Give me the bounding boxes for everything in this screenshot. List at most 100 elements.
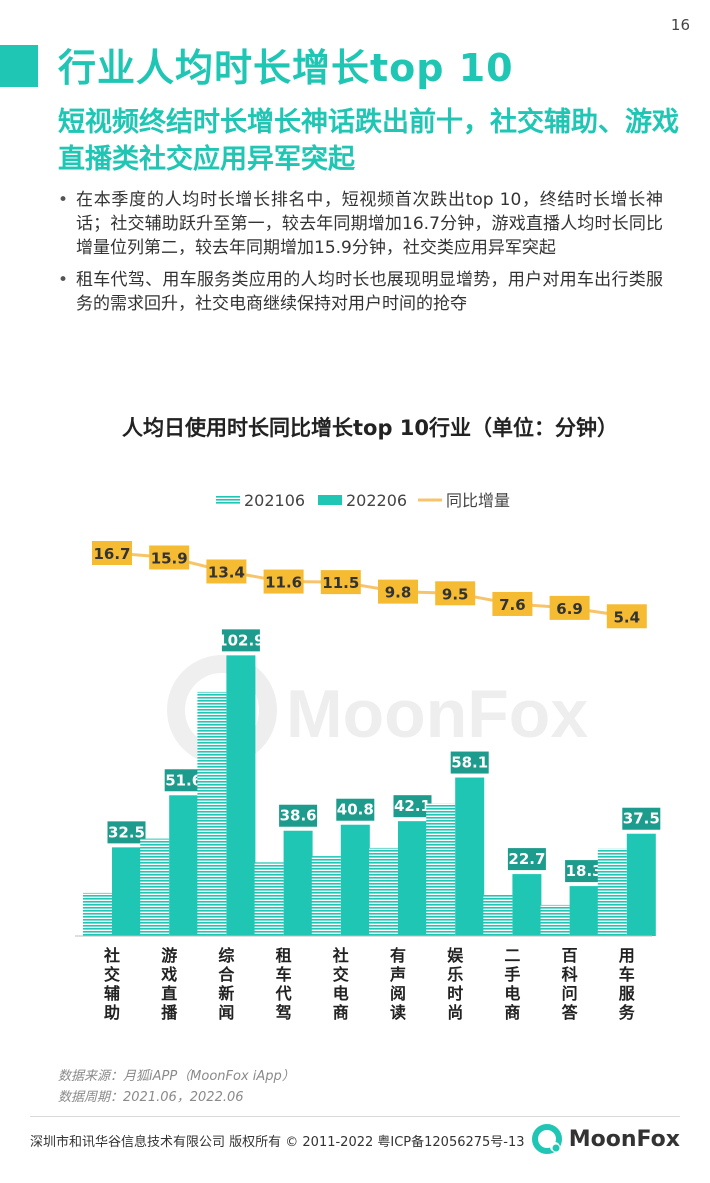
bar-value-label: 102.9 <box>217 631 264 649</box>
legend-label: 202106 <box>244 491 305 510</box>
line-value-box <box>149 545 190 570</box>
x-tick-char: 交 <box>104 965 120 984</box>
period-line: 数据周期：2021.06，2022.06 <box>58 1090 244 1105</box>
x-tick-char: 助 <box>104 1003 120 1022</box>
data-source: 数据来源：月狐iAPP（MoonFox iApp） 数据周期：2021.06，2… <box>58 1066 295 1108</box>
line-yoy-increase <box>111 551 628 618</box>
bar-value-label: 32.5 <box>108 823 145 841</box>
bar-202106 <box>140 838 170 936</box>
x-tick-char: 直 <box>161 984 177 1003</box>
bar-chart: MoonFox 人均日使用时长同比增长top 10行业（单位：分钟） 20210… <box>75 416 661 1022</box>
x-tick-char: 综 <box>218 946 234 965</box>
x-tick-char: 驾 <box>275 1003 292 1022</box>
x-tick-char: 播 <box>161 1003 178 1022</box>
bar-value-label: 37.5 <box>623 810 660 828</box>
line-layer: 16.7 15.9 13.4 11.6 11.5 9.8 9.5 7.6 6.9 5.4 <box>92 541 647 629</box>
bar-202206 <box>455 777 485 936</box>
line-value-box <box>435 581 476 606</box>
x-tick-char: 商 <box>504 1003 520 1022</box>
x-tick-char: 电 <box>333 984 349 1003</box>
x-tick-char: 乐 <box>447 965 463 984</box>
bar-value-box <box>279 804 318 827</box>
line-value-box <box>492 591 533 616</box>
x-tick-char: 合 <box>218 965 235 984</box>
bullet-list: 在本季度的人均时长增长排名中，短视频首次跌出top 10，终结时长增长神话；社交… <box>58 188 663 324</box>
bar-value-box <box>164 769 203 792</box>
x-tick-label: 游戏直播 <box>160 946 178 1022</box>
bar-value-box <box>507 848 546 871</box>
bar-value-box <box>622 807 661 830</box>
bar-value-label: 22.7 <box>508 850 545 868</box>
title-accent-block <box>0 45 38 87</box>
legend-swatch-1 <box>318 495 342 505</box>
x-tick-char: 游 <box>161 946 177 965</box>
bar-value-box <box>221 629 260 652</box>
x-tick-label: 娱乐时尚 <box>447 946 464 1022</box>
x-tick-label: 社交电商 <box>332 946 349 1022</box>
footer-divider <box>30 1116 680 1117</box>
bullet-item: 在本季度的人均时长增长排名中，短视频首次跌出top 10，终结时长增长神话；社交… <box>58 188 663 260</box>
bar-202206 <box>112 847 141 936</box>
x-tick-label: 租车代驾 <box>275 946 292 1022</box>
x-tick-char: 用 <box>619 946 635 965</box>
x-tick-char: 社 <box>332 946 349 965</box>
bar-value-box <box>565 860 604 883</box>
line-value-box <box>206 559 247 584</box>
moonfox-logo-icon <box>531 1124 562 1154</box>
bar-value-label: 58.1 <box>451 754 488 772</box>
x-tick-char: 闻 <box>218 1003 234 1022</box>
bar-202106 <box>597 848 627 936</box>
x-tick-char: 新 <box>218 984 234 1003</box>
x-tick-char: 社 <box>103 946 120 965</box>
bar-value-label: 40.8 <box>337 801 374 819</box>
bar-202206 <box>226 655 256 936</box>
bar-202106 <box>426 803 456 936</box>
x-tick-char: 戏 <box>160 965 177 984</box>
bar-value-label: 42.1 <box>394 797 431 815</box>
x-tick-char: 声 <box>389 965 406 984</box>
bar-202106 <box>369 847 398 936</box>
line-value-label: 6.9 <box>556 600 583 618</box>
footer-logo: MoonFox <box>531 1121 680 1157</box>
x-tick-char: 车 <box>619 965 635 984</box>
x-tick-char: 服 <box>619 984 636 1003</box>
x-tick-char: 尚 <box>447 1003 463 1022</box>
footer-copyright: 深圳市和讯华谷信息技术有限公司 版权所有 © 2011-2022 粤ICP备12… <box>30 1135 525 1150</box>
bar-value-box <box>336 798 375 821</box>
x-tick-char: 租 <box>276 946 292 965</box>
bar-value-label: 18.3 <box>566 862 603 880</box>
x-tick-char: 科 <box>562 965 578 984</box>
line-value-label: 16.7 <box>93 545 130 563</box>
bar-202106 <box>83 892 112 936</box>
bar-202206 <box>512 874 542 936</box>
x-tick-char: 有 <box>390 946 406 965</box>
bar-202206 <box>340 824 370 936</box>
x-tick-char: 时 <box>447 984 463 1003</box>
x-tick-char: 百 <box>562 946 578 965</box>
x-tick-char: 读 <box>390 1003 406 1022</box>
x-tick-char: 娱 <box>447 946 464 965</box>
x-tick-char: 问 <box>562 984 578 1003</box>
bar-202206 <box>169 795 199 936</box>
x-tick-label: 二手电商 <box>504 946 520 1022</box>
line-value-label: 15.9 <box>151 549 188 567</box>
source-line: 数据来源：月狐iAPP（MoonFox iApp） <box>58 1069 295 1084</box>
x-tick-char: 辅 <box>104 984 120 1003</box>
page-number: 16 <box>670 16 690 34</box>
bar-202106 <box>540 904 570 936</box>
legend-label: 同比增量 <box>446 491 510 510</box>
x-tick-label: 社交辅助 <box>103 946 120 1022</box>
line-value-label: 11.5 <box>322 574 359 592</box>
line-value-box <box>263 569 304 594</box>
x-tick-label: 百科问答 <box>562 946 579 1022</box>
line-value-box <box>606 604 647 629</box>
bar-value-label: 38.6 <box>280 807 317 825</box>
bar-value-label: 51.6 <box>165 771 202 789</box>
line-value-label: 11.6 <box>265 574 302 592</box>
chart-title: 人均日使用时长同比增长top 10行业（单位：分钟） <box>122 416 618 440</box>
line-value-label: 13.4 <box>208 563 245 581</box>
bar-202106 <box>311 856 341 936</box>
chart-legend: 202106 202206 同比增量 <box>216 491 510 510</box>
bar-value-box <box>450 751 489 774</box>
